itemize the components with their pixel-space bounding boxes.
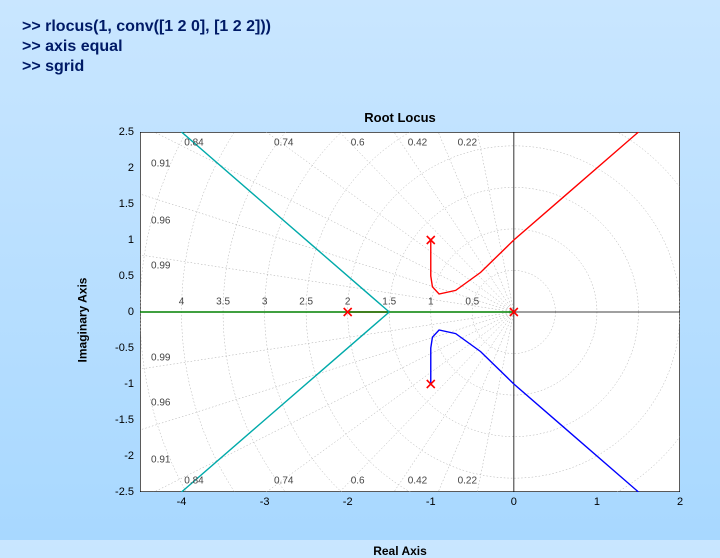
zeta-label: 0.42 [408, 137, 427, 148]
x-axis-label: Real Axis [100, 544, 700, 558]
zeta-label: 0.99 [151, 260, 170, 271]
plot-area: -2.5-2-1.5-1-0.500.511.522.5-4-3-2-10120… [140, 132, 680, 492]
y-tick: -1.5 [115, 414, 140, 426]
y-tick: -0.5 [115, 342, 140, 354]
x-tick: -3 [260, 492, 270, 508]
y-tick: 0.5 [119, 270, 140, 282]
y-tick: -2 [124, 450, 140, 462]
wn-label: 4 [179, 297, 185, 308]
x-tick: -1 [426, 492, 436, 508]
chart-title: Root Locus [100, 110, 700, 125]
x-tick: -4 [177, 492, 187, 508]
y-tick: 1.5 [119, 198, 140, 210]
zeta-label: 0.22 [458, 476, 477, 487]
zeta-label: 0.91 [151, 454, 170, 465]
y-tick: 0 [128, 306, 140, 318]
zeta-label: 0.84 [184, 137, 203, 148]
zeta-label: 0.74 [274, 137, 293, 148]
wn-label: 3 [262, 297, 268, 308]
wn-label: 1.5 [382, 297, 396, 308]
x-tick: 2 [677, 492, 683, 508]
x-tick: 0 [511, 492, 517, 508]
zeta-label: 0.96 [151, 216, 170, 227]
cmd-line-2: >> axis equal [22, 38, 123, 56]
zeta-label: 0.22 [458, 137, 477, 148]
x-tick: 1 [594, 492, 600, 508]
zeta-label: 0.91 [151, 159, 170, 170]
zeta-label: 0.42 [408, 476, 427, 487]
y-tick: -1 [124, 378, 140, 390]
zeta-label: 0.6 [351, 476, 365, 487]
wn-label: 3.5 [216, 297, 230, 308]
wn-label: 1 [428, 297, 434, 308]
y-tick: 2.5 [119, 126, 140, 138]
zeta-label: 0.6 [351, 137, 365, 148]
root-locus-chart: Root Locus Imaginary Axis Real Axis -2.5… [100, 110, 700, 530]
zeta-label: 0.74 [274, 476, 293, 487]
cmd-line-1: >> rlocus(1, conv([1 2 0], [1 2 2])) [22, 18, 271, 36]
zeta-label: 0.84 [184, 476, 203, 487]
wn-label: 0.5 [465, 297, 479, 308]
wn-label: 2.5 [299, 297, 313, 308]
y-tick: 2 [128, 162, 140, 174]
y-tick: 1 [128, 234, 140, 246]
zeta-label: 0.99 [151, 353, 170, 364]
wn-label: 2 [345, 297, 351, 308]
y-axis-label: Imaginary Axis [75, 278, 89, 363]
zeta-label: 0.96 [151, 397, 170, 408]
y-tick: -2.5 [115, 486, 140, 498]
cmd-line-3: >> sgrid [22, 58, 84, 76]
x-tick: -2 [343, 492, 353, 508]
